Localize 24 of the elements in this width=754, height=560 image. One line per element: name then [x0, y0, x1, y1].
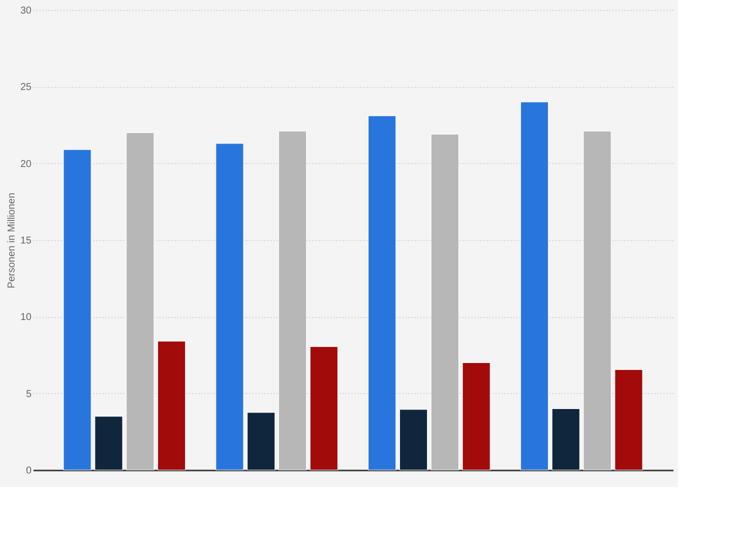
y-tick-label: 0 [26, 466, 32, 476]
bar [430, 134, 460, 470]
bar [310, 346, 338, 470]
bar [614, 369, 643, 470]
bar [462, 362, 490, 470]
y-tick-label: 15 [20, 236, 32, 246]
bar [63, 149, 92, 470]
bar [552, 408, 580, 470]
bar [278, 130, 307, 470]
y-tick-label: 30 [20, 6, 32, 16]
bar [126, 132, 154, 470]
y-tick-label: 25 [20, 82, 32, 94]
bar [157, 340, 186, 470]
bar [399, 409, 428, 470]
y-tick-label: 20 [20, 158, 32, 170]
y-axis-title: Personen in Millionen [6, 192, 18, 288]
bar [368, 116, 396, 470]
bar [520, 102, 549, 470]
bar [94, 416, 123, 470]
bar [583, 130, 612, 470]
bar [246, 412, 276, 470]
bar [216, 143, 244, 470]
y-tick-label: 5 [26, 388, 32, 400]
y-tick-label: 10 [20, 312, 32, 324]
